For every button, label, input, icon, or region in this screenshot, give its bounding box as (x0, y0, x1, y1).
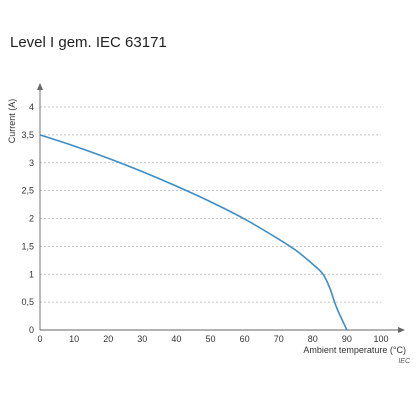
chart-title: Level I gem. IEC 63171 (10, 34, 167, 51)
x-axis-arrow (398, 327, 405, 333)
y-tick-label: 3,5 (21, 130, 34, 140)
y-tick-label: 4 (29, 102, 34, 112)
y-tick-labels: 0 0,5 1 1,5 2 2,5 3 3,5 4 (21, 102, 34, 335)
y-tick-label: 0,5 (21, 297, 34, 307)
x-tick-label: 0 (37, 334, 42, 344)
y-tick-label: 1,5 (21, 241, 34, 251)
x-tick-label: 70 (274, 334, 284, 344)
x-tick-label: 90 (342, 334, 352, 344)
series-line (39, 134, 348, 331)
x-tick-label: 10 (69, 334, 79, 344)
y-axis-arrow (37, 83, 43, 90)
y-tick-label: 3 (29, 158, 34, 168)
x-tick-label: 50 (205, 334, 215, 344)
x-tick-labels: 0 10 20 30 40 50 60 70 80 90 100 (37, 334, 388, 344)
x-tick-label: 30 (137, 334, 147, 344)
x-axis-label: Ambient temperature (°C) (303, 345, 406, 355)
y-axis-label: Current (A) (7, 99, 17, 144)
iec-note: IEC (398, 358, 411, 365)
y-tick-label: 0 (29, 325, 34, 335)
x-tick-label: 80 (308, 334, 318, 344)
y-tick-label: 1 (29, 269, 34, 279)
y-tick-label: 2,5 (21, 186, 34, 196)
y-tick-label: 2 (29, 214, 34, 224)
x-tick-label: 60 (240, 334, 250, 344)
x-tick-label: 40 (171, 334, 181, 344)
axes (37, 83, 405, 333)
x-tick-label: 100 (373, 334, 388, 344)
x-tick-label: 20 (103, 334, 113, 344)
grid-lines (40, 106, 381, 303)
